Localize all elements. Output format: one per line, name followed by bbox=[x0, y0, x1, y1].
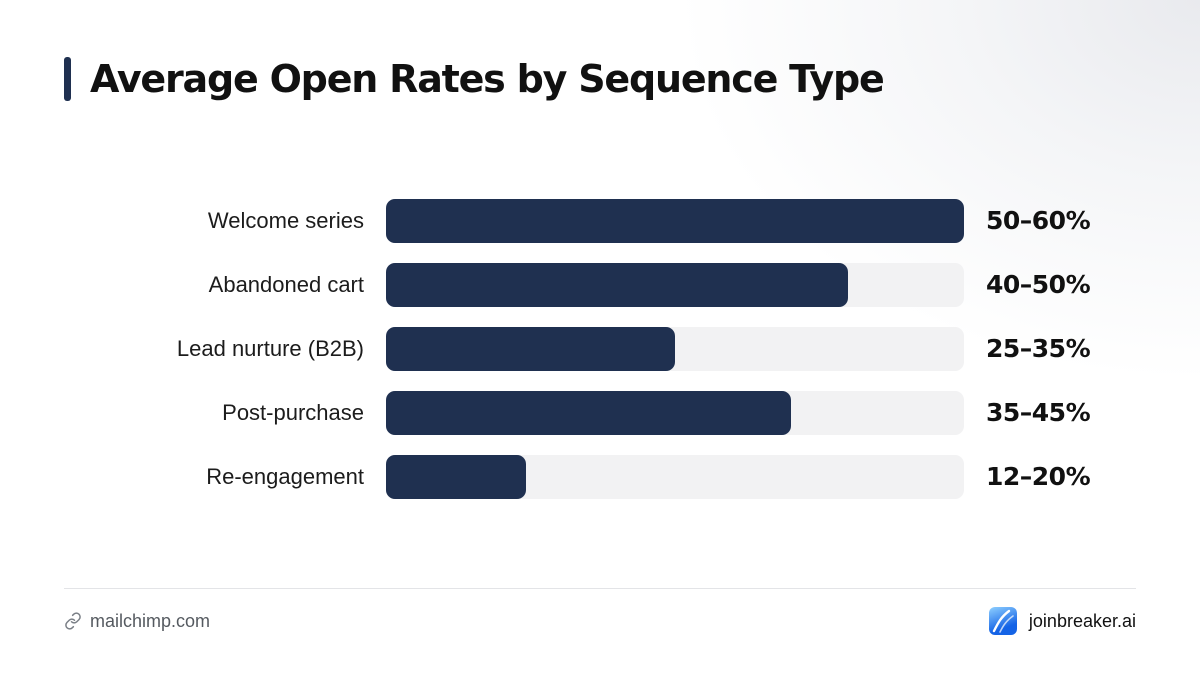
bar bbox=[386, 199, 964, 243]
value-label: 12–20% bbox=[986, 462, 1091, 491]
bar-row: Lead nurture (B2B) 25–35% bbox=[0, 327, 1200, 371]
value-label: 50–60% bbox=[986, 206, 1091, 235]
value-label: 25–35% bbox=[986, 334, 1091, 363]
brand-link[interactable]: joinbreaker.ai bbox=[988, 606, 1136, 636]
bar-row: Re-engagement 12–20% bbox=[0, 455, 1200, 499]
bar-track bbox=[386, 391, 964, 435]
value-label: 35–45% bbox=[986, 398, 1091, 427]
category-label: Lead nurture (B2B) bbox=[176, 336, 364, 361]
bar-track bbox=[386, 263, 964, 307]
brand-name: joinbreaker.ai bbox=[1028, 610, 1136, 631]
source-text: mailchimp.com bbox=[90, 610, 211, 631]
link-icon bbox=[65, 612, 81, 630]
breaker-logo-icon bbox=[988, 607, 1017, 635]
bar-track bbox=[386, 455, 964, 499]
bar bbox=[386, 455, 526, 499]
footer-divider bbox=[64, 588, 1136, 589]
category-label: Re-engagement bbox=[206, 464, 364, 489]
bar-row: Welcome series 50–60% bbox=[0, 199, 1200, 243]
category-label: Post-purchase bbox=[222, 400, 364, 425]
category-label: Abandoned cart bbox=[208, 272, 364, 297]
page-title: Average Open Rates by Sequence Type bbox=[90, 57, 885, 101]
category-label: Welcome series bbox=[207, 208, 364, 233]
bar bbox=[386, 327, 675, 371]
bar-track bbox=[386, 199, 964, 243]
source-link[interactable]: mailchimp.com bbox=[64, 608, 210, 634]
bar-row: Post-purchase 35–45% bbox=[0, 391, 1200, 435]
title-block: Average Open Rates by Sequence Type bbox=[64, 56, 885, 102]
bar bbox=[386, 263, 848, 307]
title-accent-bar bbox=[64, 57, 71, 101]
value-label: 40–50% bbox=[986, 270, 1091, 299]
bar-row: Abandoned cart 40–50% bbox=[0, 263, 1200, 307]
bar-track bbox=[386, 327, 964, 371]
bar bbox=[386, 391, 791, 435]
